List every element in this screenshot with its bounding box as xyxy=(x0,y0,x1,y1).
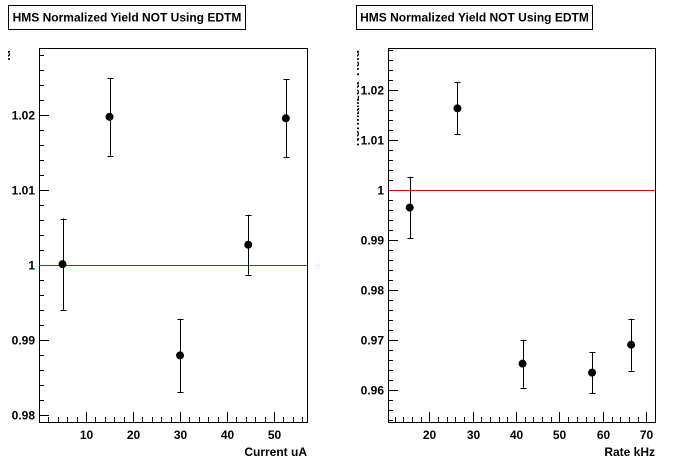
x-tick-label: 20 xyxy=(423,428,437,442)
data-point xyxy=(453,104,462,113)
x-tick-label: 40 xyxy=(221,428,235,442)
plot-frame xyxy=(388,48,656,423)
chart-title-box xyxy=(356,5,593,30)
x-tick-label: 10 xyxy=(80,428,94,442)
chart-panel-right: HMS Normalized Yield NOT Using EDTM 20 30 4… xyxy=(348,5,656,459)
y-tick-label: 0.97 xyxy=(361,334,385,348)
data-point xyxy=(244,240,253,249)
chart-title-box xyxy=(8,5,246,30)
y-tick-label: 0.98 xyxy=(361,284,385,298)
y-tick-label: 1.01 xyxy=(12,184,36,198)
data-point xyxy=(627,340,636,349)
data-point xyxy=(176,351,185,360)
data-point xyxy=(58,260,67,269)
chart-panel-left: HMS Normalized Yield NOT Using EDTM 10 20 3… xyxy=(0,5,308,459)
y-tick-label: 1.02 xyxy=(12,109,36,123)
y-tick-label: 1.02 xyxy=(361,84,385,98)
x-tick-label: 20 xyxy=(127,428,141,442)
x-tick-label: 50 xyxy=(268,428,282,442)
y-tick-label: 1 xyxy=(377,184,384,198)
x-axis-label: Rate kHz xyxy=(604,445,655,459)
x-tick-label: 50 xyxy=(553,428,567,442)
y-tick-label: 0.98 xyxy=(12,409,36,423)
chart-title: HMS Normalized Yield NOT Using EDTM xyxy=(360,11,589,25)
y-tick-label: 1.01 xyxy=(361,134,385,148)
y-tick-label: 0.96 xyxy=(361,384,385,398)
data-point xyxy=(588,368,597,377)
x-tick-label: 70 xyxy=(640,428,654,442)
x-axis-label: Current uA xyxy=(244,445,307,459)
data-point xyxy=(518,359,527,368)
x-tick-label: 30 xyxy=(467,428,481,442)
y-tick-label: 1 xyxy=(28,259,35,273)
y-tick-label: 0.99 xyxy=(12,334,36,348)
data-point xyxy=(281,114,290,123)
y-axis-label: Normalized Yield xyxy=(0,50,13,146)
chart-title: HMS Normalized Yield NOT Using EDTM xyxy=(13,11,242,25)
data-point xyxy=(405,203,414,212)
y-axis-label: Normalized Yield xyxy=(348,50,362,146)
x-tick-label: 30 xyxy=(174,428,188,442)
y-tick-label: 0.99 xyxy=(361,234,385,248)
x-tick-label: 60 xyxy=(597,428,611,442)
x-tick-label: 40 xyxy=(510,428,524,442)
plot-frame xyxy=(39,48,308,423)
data-point xyxy=(105,112,114,121)
